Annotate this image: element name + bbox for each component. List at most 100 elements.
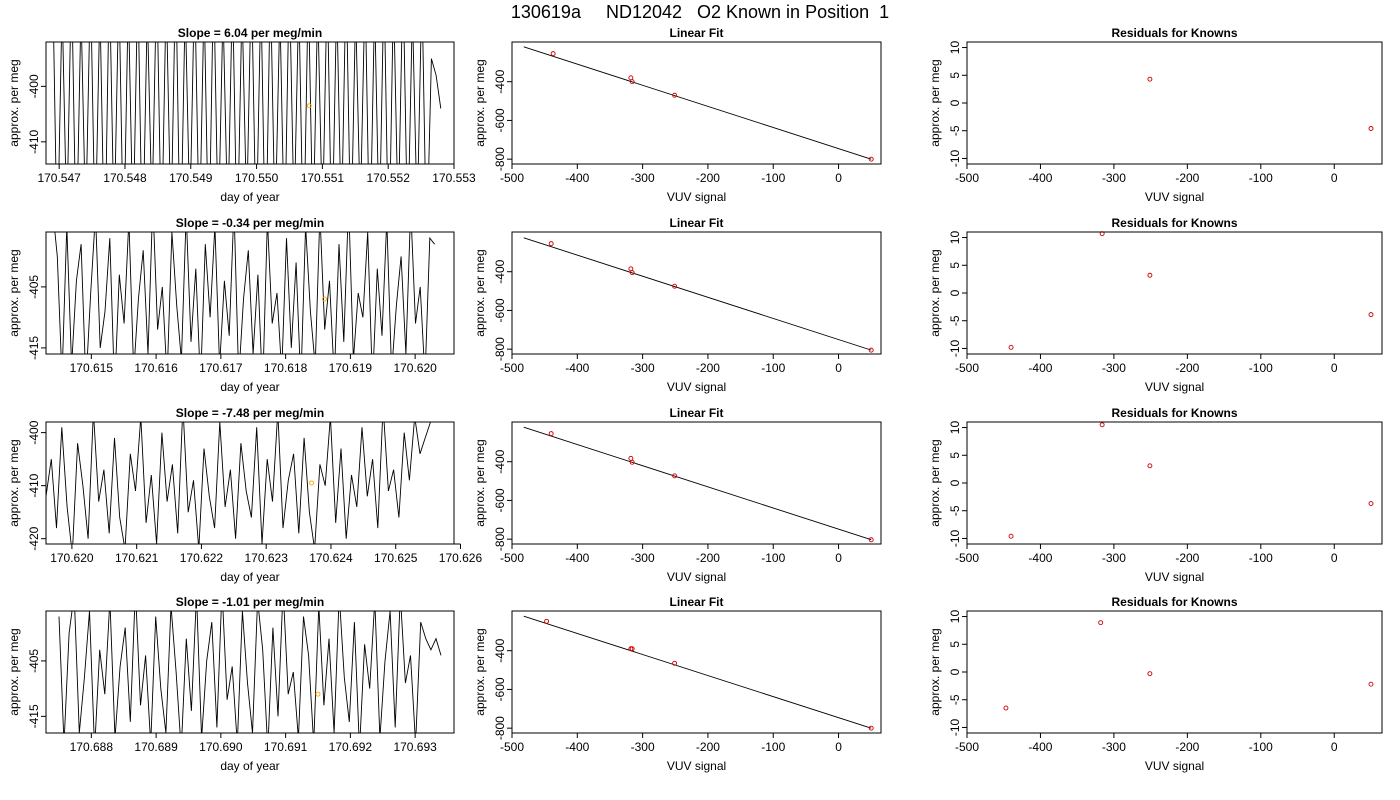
panel-title: Residuals for Knowns: [1111, 595, 1237, 609]
y-tick-label: -400: [493, 259, 507, 283]
x-tick-label: -400: [1028, 551, 1052, 565]
y-tick-label: 10: [948, 231, 962, 245]
y-tick-label: -400: [493, 638, 507, 662]
y-axis-label: approx. per meg: [473, 59, 487, 146]
y-tick-label: -415: [27, 704, 41, 728]
x-tick-label: -300: [631, 171, 655, 185]
x-tick-label: -500: [500, 740, 524, 754]
x-tick-label: -100: [761, 361, 785, 375]
data-point: [1147, 671, 1153, 677]
x-tick-label: -300: [631, 740, 655, 754]
x-tick-label: 170.616: [134, 361, 178, 375]
data-point: [868, 347, 874, 353]
x-tick-label: 170.551: [301, 171, 345, 185]
x-tick-label: -200: [1175, 740, 1199, 754]
y-tick-label: 10: [948, 41, 962, 55]
panel-title: Slope = -7.48 per meg/min: [176, 406, 324, 420]
y-tick-label: -800: [493, 147, 507, 171]
panel-3-2: Linear Fit -500 -400 -300 -200 -100 0 -400 -600 -…: [473, 406, 882, 584]
x-tick-label: -100: [761, 171, 785, 185]
data-point: [548, 241, 554, 247]
y-tick-label: 0: [948, 289, 962, 296]
y-axis-label: approx. per meg: [473, 439, 487, 526]
x-tick-label: 170.549: [169, 171, 213, 185]
y-tick-label: -415: [27, 336, 41, 360]
y-tick-label: -600: [493, 677, 507, 701]
fit-line: [523, 237, 872, 351]
y-tick-label: -405: [27, 275, 41, 299]
data-point: [544, 618, 550, 624]
y-tick-label: -400: [27, 420, 41, 444]
x-tick-label: 170.625: [374, 551, 418, 565]
plot-frame: [966, 421, 1383, 545]
x-axis-label: VUV signal: [1145, 380, 1204, 394]
data-point: [868, 537, 874, 543]
x-tick-label: -200: [696, 361, 720, 375]
x-tick-label: 170.624: [309, 551, 353, 565]
x-tick-label: 170.552: [366, 171, 410, 185]
y-tick-label: -410: [27, 473, 41, 497]
y-axis-label: approx. per meg: [928, 59, 942, 146]
y-tick-label: 5: [948, 262, 962, 269]
x-tick-label: 170.615: [70, 361, 114, 375]
y-axis-label: approx. per meg: [7, 439, 21, 526]
data-line: [54, 232, 435, 354]
x-axis-label: day of year: [220, 759, 279, 773]
x-tick-label: -200: [696, 171, 720, 185]
y-tick-label: 5: [948, 452, 962, 459]
panel-title: Linear Fit: [669, 406, 723, 420]
x-tick-label: 170.690: [199, 740, 243, 754]
y-axis-label: approx. per meg: [473, 628, 487, 715]
data-point: [628, 75, 634, 81]
panel-2-3: Residuals for Knowns-500 -400 -300 -200 -100…: [928, 216, 1383, 394]
y-tick-label: 5: [948, 72, 962, 79]
data-point: [1008, 533, 1014, 539]
x-tick-label: 170.621: [115, 551, 159, 565]
x-tick-label: -100: [1249, 171, 1273, 185]
data-point: [672, 660, 678, 666]
y-axis-label: approx. per meg: [928, 439, 942, 526]
data-point: [1368, 681, 1374, 687]
panel-4-1: Slope = -1.01 per meg/min 170.688 170.689 1…: [7, 595, 455, 773]
data-point: [1098, 620, 1104, 626]
data-point: [1008, 344, 1014, 350]
x-tick-label: -500: [955, 551, 979, 565]
data-point: [548, 431, 554, 437]
y-tick-label: 0: [948, 99, 962, 106]
data-point: [629, 270, 635, 276]
x-tick-label: -400: [565, 740, 589, 754]
panel-3-3: Residuals for Knowns-500 -400 -300 -200 -100…: [928, 406, 1383, 584]
data-point: [1368, 312, 1374, 318]
plot-frame: [966, 41, 1383, 165]
plot-frame: [966, 231, 1383, 355]
x-tick-label: -200: [696, 740, 720, 754]
x-tick-label: 0: [835, 171, 842, 185]
x-tick-label: 0: [1331, 361, 1338, 375]
data-line: [46, 422, 431, 544]
x-tick-label: -300: [1102, 171, 1126, 185]
y-tick-label: 0: [948, 479, 962, 486]
data-point: [629, 646, 635, 652]
y-tick-label: -600: [493, 298, 507, 322]
plot-frame: [966, 610, 1383, 734]
y-tick-label: -400: [493, 449, 507, 473]
x-tick-label: -500: [500, 361, 524, 375]
y-tick-label: -5: [948, 315, 962, 326]
y-tick-label: -420: [27, 526, 41, 550]
panel-1-2: Linear Fit -500 -400 -300 -200 -100 0 -400 -600 -…: [473, 26, 882, 204]
fit-line: [523, 426, 872, 541]
y-tick-label: -5: [948, 505, 962, 516]
plot-frame: [45, 421, 455, 545]
x-tick-label: 170.547: [37, 171, 81, 185]
x-tick-label: 170.622: [180, 551, 224, 565]
mean-marker: [315, 691, 321, 697]
x-tick-label: -500: [500, 551, 524, 565]
panel-1-3: Residuals for Knowns-500 -400 -300 -200 -100…: [928, 26, 1383, 204]
data-point: [1147, 76, 1153, 82]
x-tick-label: -500: [955, 171, 979, 185]
x-tick-label: -200: [1175, 551, 1199, 565]
y-tick-label: -600: [493, 488, 507, 512]
data-point: [672, 283, 678, 289]
data-point: [628, 455, 634, 461]
y-axis-label: approx. per meg: [7, 59, 21, 146]
